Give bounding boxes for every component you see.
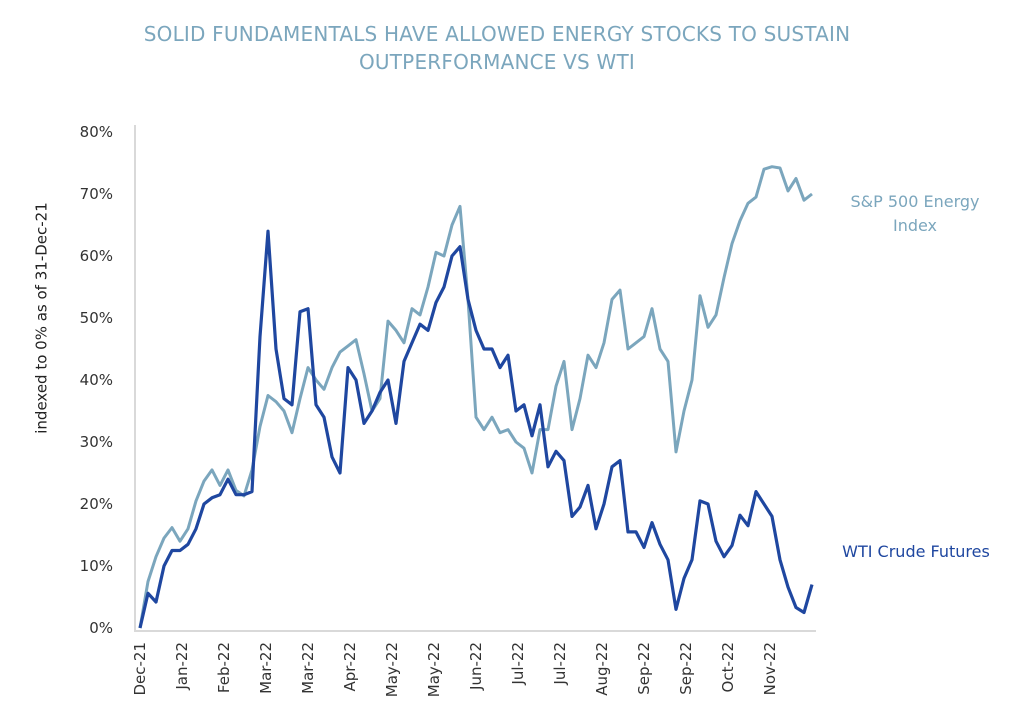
- x-tick-label: Feb-22: [215, 642, 233, 693]
- y-axis-label: indexed to 0% as of 31-Dec-21: [33, 202, 51, 434]
- x-tick-label: Jul-22: [509, 642, 527, 686]
- x-tick-label: May-22: [425, 642, 443, 697]
- legend-wti-crude-label: WTI Crude Futures: [842, 542, 990, 561]
- x-tick-label: Dec-21: [131, 642, 149, 696]
- y-tick-label: 40%: [80, 371, 113, 389]
- y-tick-label: 30%: [80, 433, 113, 451]
- x-tick-label: Sep-22: [677, 642, 695, 695]
- x-tick-label: Jan-22: [173, 642, 191, 691]
- x-tick-label: Mar-22: [299, 642, 317, 694]
- series-line-sp500-energy: [138, 165, 813, 629]
- y-tick-label: 10%: [80, 557, 113, 575]
- x-tick-label: Apr-22: [341, 642, 359, 692]
- legend-sp500-energy: S&P 500 Energy Index: [835, 190, 995, 238]
- x-tick-label: Aug-22: [593, 642, 611, 696]
- x-tick-label: Oct-22: [719, 642, 737, 692]
- x-tick-label: Nov-22: [761, 642, 779, 695]
- chart-title-line-2: OUTPERFORMANCE VS WTI: [358, 50, 636, 74]
- legend-sp500-energy-label: S&P 500 Energy Index: [850, 192, 980, 235]
- x-tick-label: May-22: [383, 642, 401, 697]
- x-tick-label: Jun-22: [467, 642, 485, 691]
- y-tick-label: 0%: [89, 619, 113, 637]
- y-tick-label: 50%: [80, 309, 113, 327]
- series-line-wti-crude: [138, 229, 814, 629]
- x-tick-label: Jul-22: [551, 642, 569, 686]
- chart-title: SOLID FUNDAMENTALS HAVE ALLOWED ENERGY S…: [0, 20, 994, 76]
- chart-title-line-1: SOLID FUNDAMENTALS HAVE ALLOWED ENERGY S…: [143, 22, 851, 46]
- x-tick-label: Mar-22: [257, 642, 275, 694]
- legend-wti-crude: WTI Crude Futures: [826, 540, 1006, 564]
- x-tick-labels: Dec-21 Jan-22 Feb-22 Mar-22 Mar-22 Apr-22 May-…: [131, 642, 779, 697]
- y-tick-label: 20%: [80, 495, 113, 513]
- x-tick-label: Sep-22: [635, 642, 653, 695]
- y-tick-labels: 0% 10% 20% 30% 40% 50% 60% 70% 80%: [80, 123, 113, 637]
- y-tick-label: 60%: [80, 247, 113, 265]
- series-lines: [138, 165, 814, 629]
- y-tick-label: 70%: [80, 185, 113, 203]
- y-tick-label: 80%: [80, 123, 113, 141]
